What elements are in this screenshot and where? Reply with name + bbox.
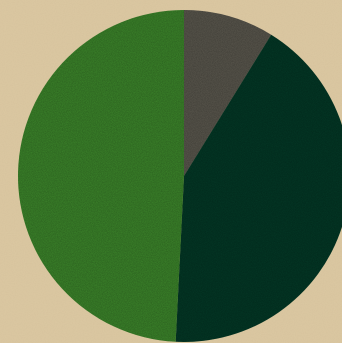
pie-slice-texture-3 [18, 10, 185, 342]
pie-slice-texture-1 [184, 10, 272, 176]
pie-slice-texture-2 [175, 34, 342, 342]
